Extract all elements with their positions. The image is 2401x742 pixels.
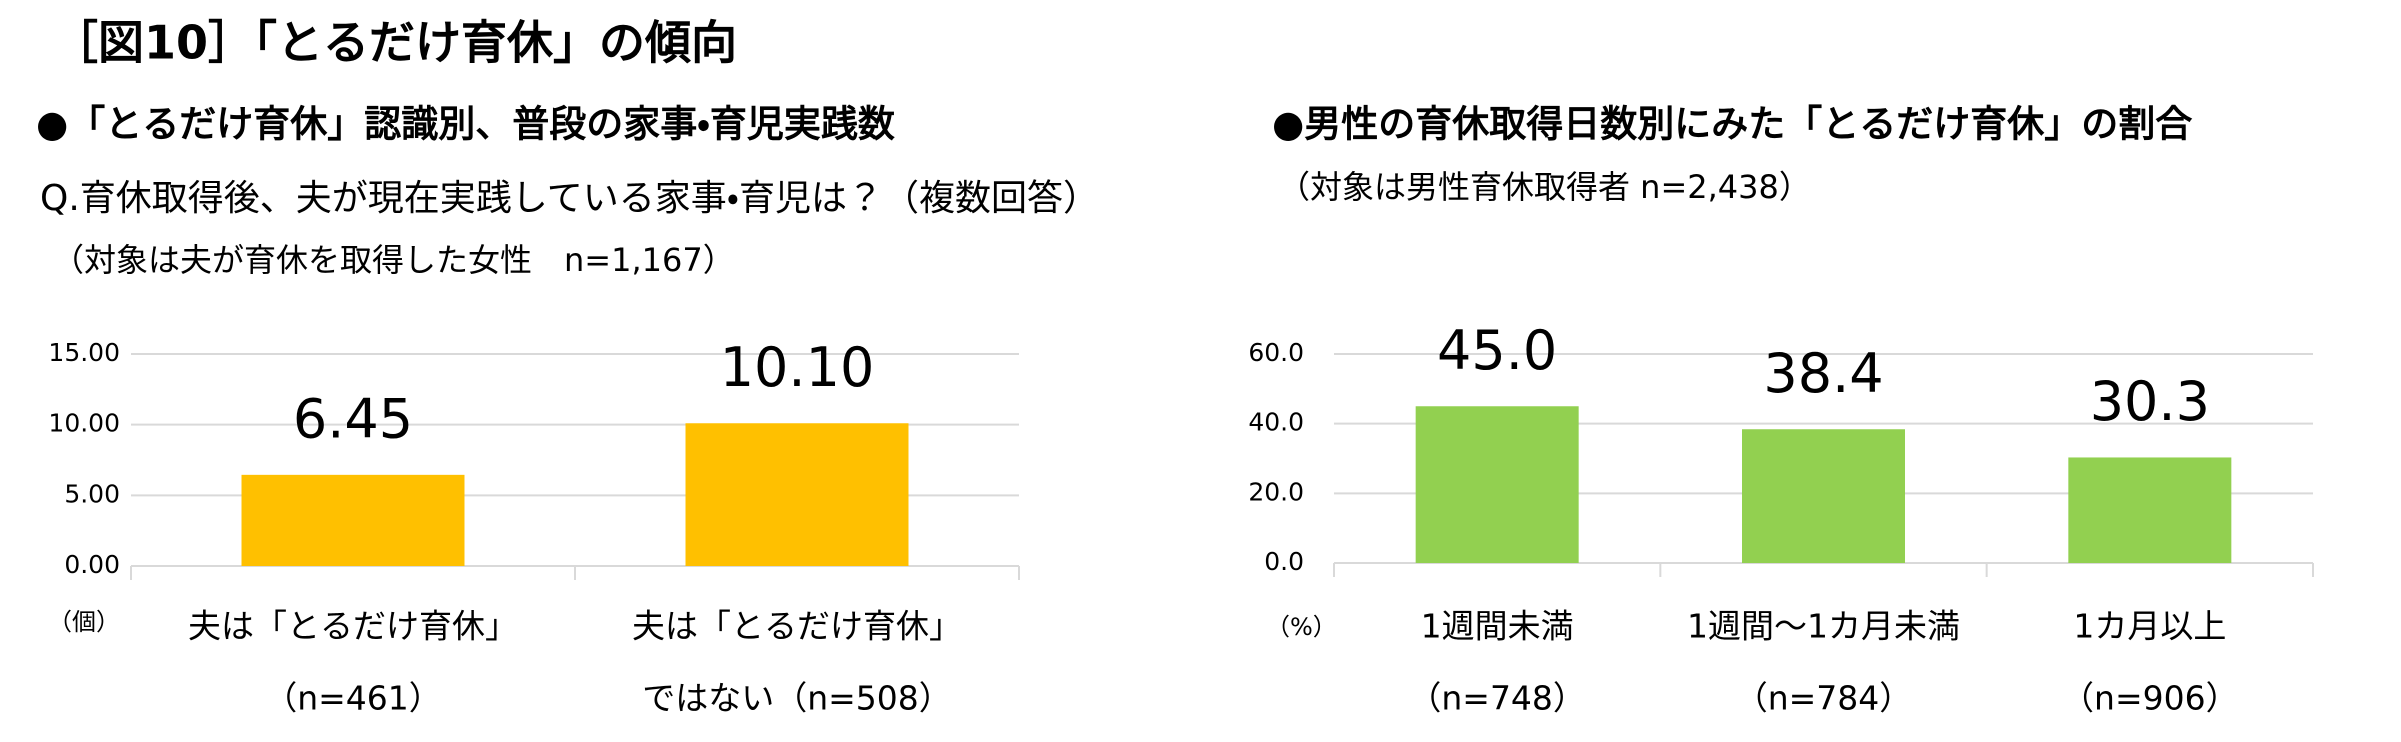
unit-label: （個） <box>48 608 120 636</box>
value-label: 6.45 <box>293 387 413 450</box>
y-tick-label: 40.0 <box>1248 408 1304 437</box>
x-tick-label: 1週間～1カ月未満 <box>1687 607 1960 646</box>
bar <box>2068 457 2232 563</box>
y-tick-label: 60.0 <box>1248 338 1304 367</box>
x-tick-label: 1週間未満 <box>1421 607 1574 646</box>
value-label: 38.4 <box>1763 342 1883 405</box>
figure-title: ［図10］「とるだけ育休」の傾向 <box>52 16 737 70</box>
x-tick-label: （n=784） <box>1735 679 1913 718</box>
value-label: 30.3 <box>2090 370 2210 433</box>
bar <box>1742 429 1905 563</box>
x-tick-label: （n=461） <box>264 679 442 718</box>
y-tick-label: 5.00 <box>64 479 120 508</box>
y-tick-label: 0.0 <box>1264 547 1304 576</box>
x-tick-label: 夫は「とるだけ育休」 <box>188 607 518 646</box>
bar <box>241 474 465 566</box>
x-tick-label: ではない（n=508） <box>642 679 952 718</box>
question: Q.育休取得後、夫が現在実践している家事・育児は？（複数回答） <box>40 178 1099 219</box>
bar <box>1415 406 1579 563</box>
x-tick-label: （n=748） <box>1408 679 1586 718</box>
x-tick-label: 夫は「とるだけ育休」 <box>632 607 962 646</box>
value-label: 45.0 <box>1437 319 1557 382</box>
value-label: 10.10 <box>720 336 875 399</box>
x-tick-label: （n=906） <box>2061 679 2239 718</box>
unit-label: （%） <box>1266 613 1337 641</box>
note: （対象は男性育休取得者 n=2,438） <box>1278 168 1811 206</box>
y-tick-label: 10.00 <box>48 409 120 438</box>
bar <box>685 423 909 566</box>
y-tick-label: 0.00 <box>64 550 120 579</box>
y-tick-label: 20.0 <box>1248 477 1304 506</box>
x-tick-label: 1カ月以上 <box>2073 607 2226 646</box>
note: （対象は夫が育休を取得した女性 n=1,167） <box>52 241 735 279</box>
chart-title: ●男性の育休取得日数別にみた「とるだけ育休」の割合 <box>1272 103 2193 146</box>
chart-title: ●「とるだけ育休」認識別、普段の家事・育児実践数 <box>36 103 895 146</box>
y-tick-label: 15.00 <box>48 338 120 367</box>
